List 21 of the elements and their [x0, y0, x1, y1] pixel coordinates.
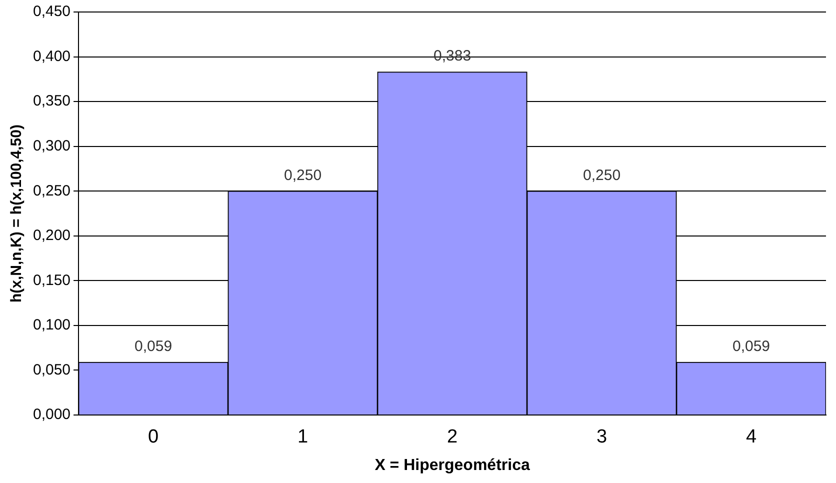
y-axis-title: h(x,N,n,K) = h(x,100,4,50) [8, 124, 26, 302]
y-tick-label: 0,000 [32, 406, 71, 424]
x-tick-label: 1 [297, 426, 308, 448]
y-tick-label: 0,250 [32, 182, 71, 200]
x-tick-label: 0 [148, 426, 159, 448]
x-axis-title: X = Hipergeométrica [374, 456, 530, 474]
y-tick-label: 0,350 [32, 92, 71, 110]
x-tick-label: 4 [746, 426, 757, 448]
y-tick-label: 0,400 [32, 48, 71, 65]
y-tick-label: 0,150 [32, 272, 71, 289]
y-tick-label: 0,200 [32, 227, 71, 244]
data-label: 0,059 [732, 338, 770, 355]
x-tick-label: 2 [446, 426, 458, 448]
y-tick-label: 0,300 [32, 137, 71, 154]
data-label: 0,250 [284, 166, 322, 184]
y-tick-label: 0,450 [32, 3, 71, 20]
data-label: 0,250 [582, 166, 621, 184]
y-tick-label: 0,050 [32, 361, 71, 378]
data-label: 0,059 [134, 338, 172, 355]
y-tick-label: 0,100 [32, 316, 71, 334]
x-tick-label: 3 [596, 426, 608, 448]
